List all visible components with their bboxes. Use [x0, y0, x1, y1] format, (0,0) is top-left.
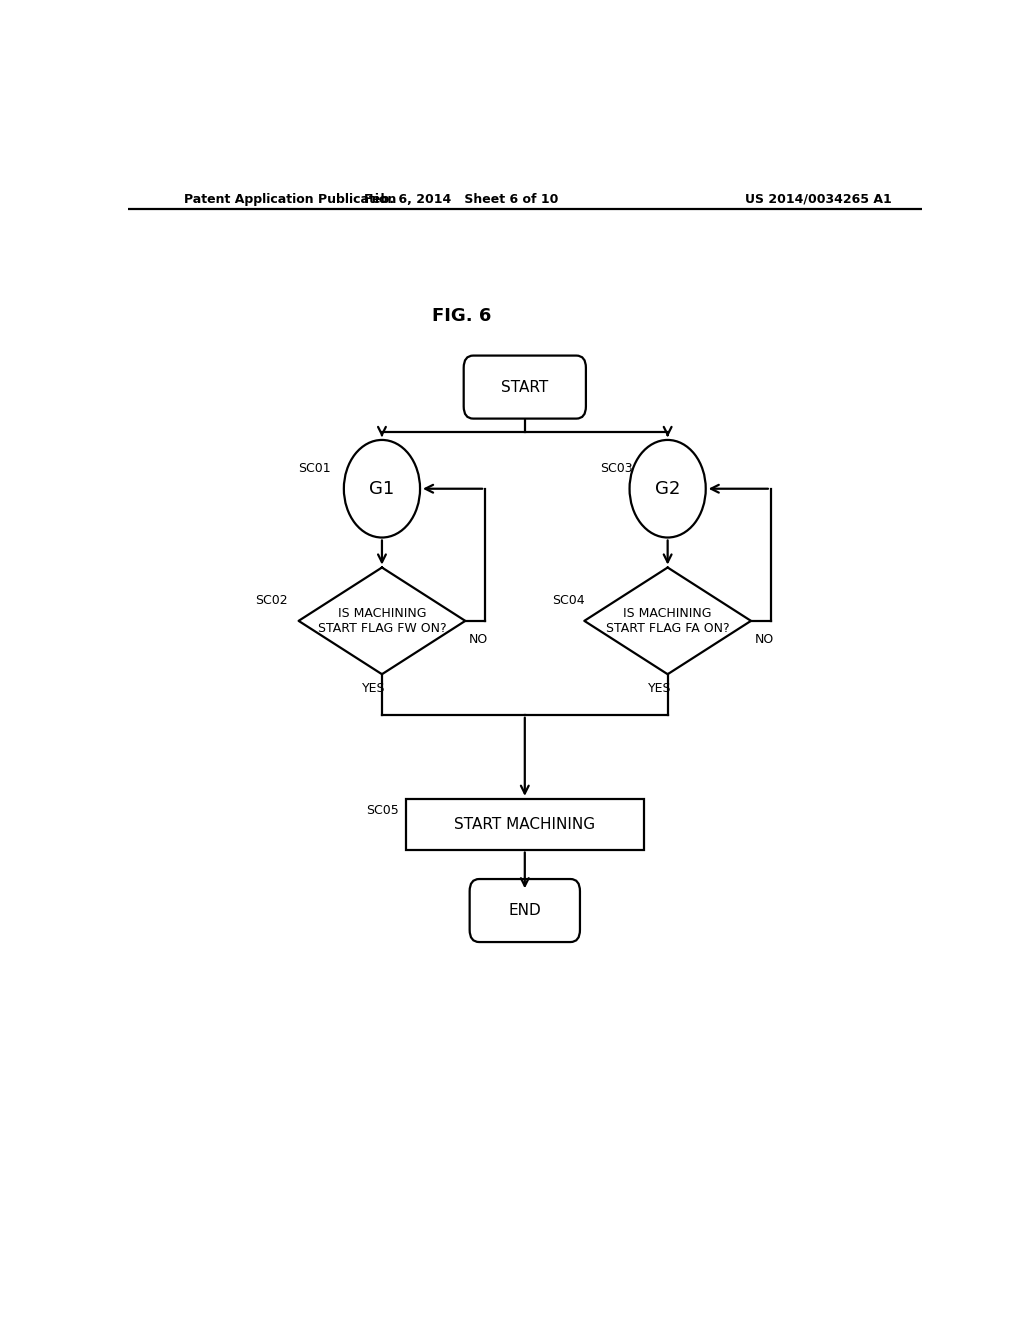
Text: SC03: SC03 — [600, 462, 633, 475]
Text: FIG. 6: FIG. 6 — [432, 308, 490, 325]
Text: IS MACHINING
START FLAG FA ON?: IS MACHINING START FLAG FA ON? — [606, 607, 729, 635]
Text: SC02: SC02 — [255, 594, 288, 607]
Text: Patent Application Publication: Patent Application Publication — [183, 193, 396, 206]
Text: START: START — [501, 380, 549, 395]
Text: SC04: SC04 — [553, 594, 585, 607]
FancyBboxPatch shape — [464, 355, 586, 418]
Circle shape — [344, 440, 420, 537]
Text: END: END — [509, 903, 541, 917]
Text: NO: NO — [755, 634, 774, 645]
Text: G1: G1 — [370, 479, 394, 498]
Text: SC05: SC05 — [367, 804, 398, 817]
Text: YES: YES — [362, 682, 386, 696]
Text: G2: G2 — [655, 479, 680, 498]
Text: START MACHINING: START MACHINING — [455, 817, 595, 832]
Text: NO: NO — [469, 634, 488, 645]
FancyBboxPatch shape — [470, 879, 580, 942]
Text: Feb. 6, 2014   Sheet 6 of 10: Feb. 6, 2014 Sheet 6 of 10 — [365, 193, 558, 206]
Bar — [406, 799, 644, 850]
Text: IS MACHINING
START FLAG FW ON?: IS MACHINING START FLAG FW ON? — [317, 607, 446, 635]
Text: US 2014/0034265 A1: US 2014/0034265 A1 — [745, 193, 892, 206]
Circle shape — [630, 440, 706, 537]
Text: YES: YES — [648, 682, 672, 696]
Polygon shape — [299, 568, 465, 675]
Text: SC01: SC01 — [299, 462, 331, 475]
Polygon shape — [585, 568, 751, 675]
